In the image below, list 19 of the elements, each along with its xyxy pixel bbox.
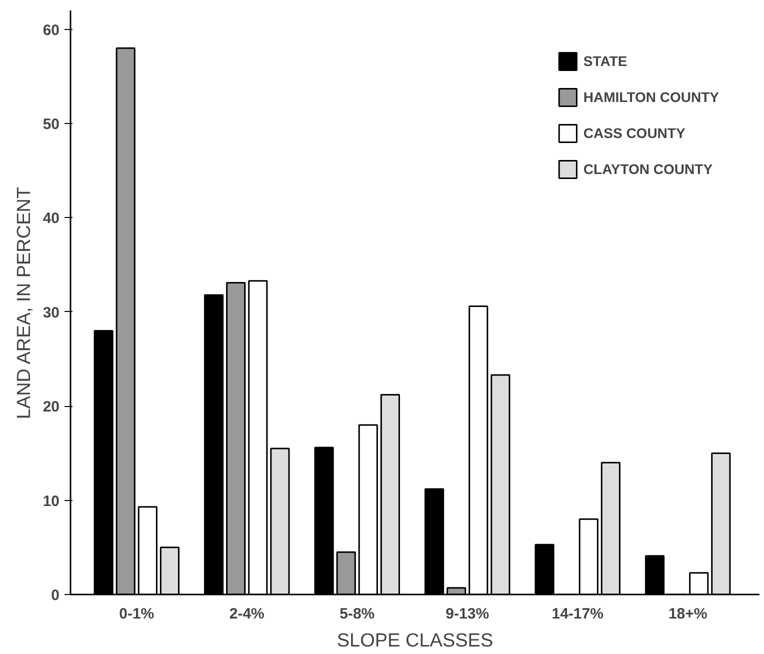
x-tick-label: 0-1% xyxy=(119,606,154,622)
y-tick-label: 0 xyxy=(51,587,60,604)
legend-label: CLAYTON COUNTY xyxy=(583,161,713,177)
y-tick-label: 40 xyxy=(42,210,60,228)
x-tick-label: 5-8% xyxy=(340,606,375,622)
y-tick-label: 10 xyxy=(42,492,60,510)
y-tick-label: 20 xyxy=(42,398,60,416)
legend-label: HAMILTON COUNTY xyxy=(583,89,719,105)
x-tick-label: 14-17% xyxy=(552,606,604,622)
y-tick-label: 60 xyxy=(42,22,60,39)
y-axis-title: LAND AREA, IN PERCENT xyxy=(14,186,35,420)
x-tick-label: 18+% xyxy=(668,606,708,622)
legend-label: STATE xyxy=(583,53,628,69)
y-tick-label: 30 xyxy=(42,304,60,322)
y-tick-label: 50 xyxy=(42,116,60,134)
x-tick-label: 9-13% xyxy=(446,606,490,622)
x-tick-label: 2-4% xyxy=(229,606,264,622)
legend-label: CASS COUNTY xyxy=(583,125,686,141)
x-axis-title: SLOPE CLASSES xyxy=(336,630,494,652)
